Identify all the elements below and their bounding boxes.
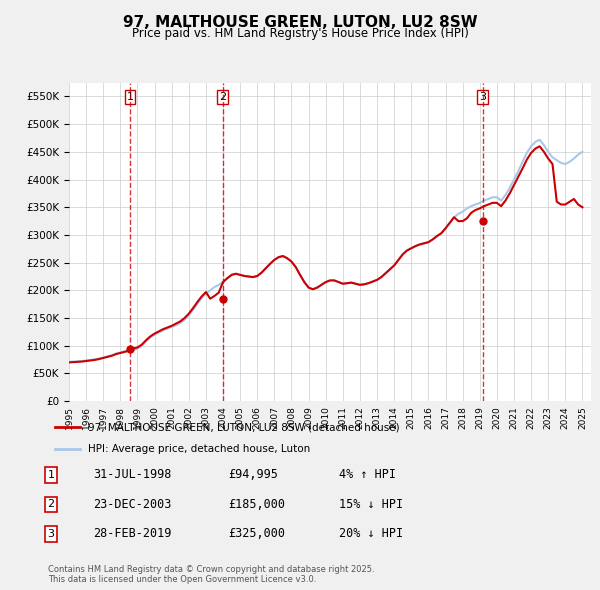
Text: 1: 1: [47, 470, 55, 480]
Text: Contains HM Land Registry data © Crown copyright and database right 2025.
This d: Contains HM Land Registry data © Crown c…: [48, 565, 374, 584]
Text: 28-FEB-2019: 28-FEB-2019: [93, 527, 172, 540]
Text: 31-JUL-1998: 31-JUL-1998: [93, 468, 172, 481]
Text: 15% ↓ HPI: 15% ↓ HPI: [339, 498, 403, 511]
Text: 3: 3: [47, 529, 55, 539]
Text: 2: 2: [47, 500, 55, 509]
Text: 23-DEC-2003: 23-DEC-2003: [93, 498, 172, 511]
Text: £185,000: £185,000: [228, 498, 285, 511]
Text: £94,995: £94,995: [228, 468, 278, 481]
Text: 1: 1: [127, 92, 134, 102]
Text: 2: 2: [219, 92, 226, 102]
Text: 97, MALTHOUSE GREEN, LUTON, LU2 8SW (detached house): 97, MALTHOUSE GREEN, LUTON, LU2 8SW (det…: [88, 422, 399, 432]
Text: Price paid vs. HM Land Registry's House Price Index (HPI): Price paid vs. HM Land Registry's House …: [131, 27, 469, 40]
Text: £325,000: £325,000: [228, 527, 285, 540]
Text: 3: 3: [479, 92, 486, 102]
Text: 97, MALTHOUSE GREEN, LUTON, LU2 8SW: 97, MALTHOUSE GREEN, LUTON, LU2 8SW: [122, 15, 478, 30]
Text: 20% ↓ HPI: 20% ↓ HPI: [339, 527, 403, 540]
Text: 4% ↑ HPI: 4% ↑ HPI: [339, 468, 396, 481]
Text: HPI: Average price, detached house, Luton: HPI: Average price, detached house, Luto…: [88, 444, 310, 454]
